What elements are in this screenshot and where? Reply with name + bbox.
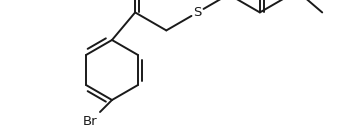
Text: S: S: [193, 6, 202, 19]
Text: O: O: [286, 0, 296, 1]
Text: Br: Br: [82, 115, 97, 128]
